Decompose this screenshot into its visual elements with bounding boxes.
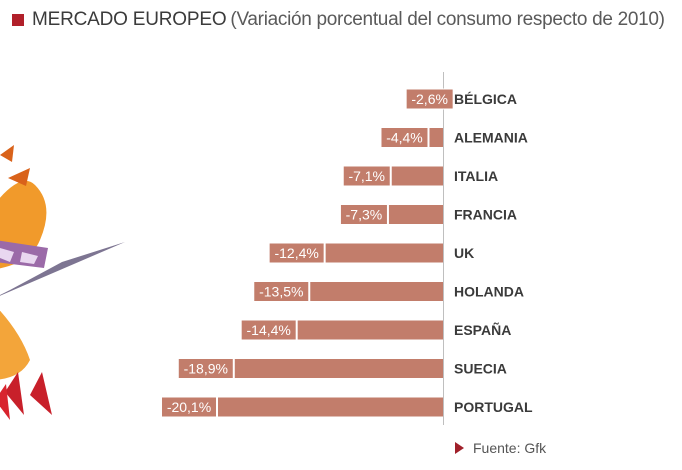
bar [162,397,443,417]
category-label: PORTUGAL [454,399,533,415]
bar-group: -13,5% HOLANDA [252,281,524,302]
chart-title: MERCADO EUROPEO [32,9,227,30]
category-label: SUECIA [454,361,507,377]
category-label: ESPAÑA [454,321,511,338]
category-label: UK [454,245,474,261]
category-label: BÉLGICA [454,91,517,107]
bar-group: -20,1% PORTUGAL [160,396,533,418]
mascot-illustration [0,145,125,420]
bar-group: -2,6% BÉLGICA [404,88,517,110]
chart-header: MERCADO EUROPEO (Variación porcentual de… [12,6,665,34]
play-arrow-icon [455,442,464,454]
bar-group: -18,9% SUECIA [176,358,507,379]
value-label: -18,9% [184,361,228,377]
bar-group: -14,4% ESPAÑA [239,319,511,341]
value-label-box [178,359,233,378]
value-label-box [340,205,387,224]
category-label: ITALIA [454,168,498,184]
title-marker [12,14,24,26]
bar-group: -7,3% FRANCIA [338,204,517,225]
value-label-box [162,397,216,417]
value-label: -20,1% [167,399,211,415]
value-label-box [241,320,296,340]
value-label-box [254,282,309,301]
value-label: -14,4% [247,322,291,338]
category-label: FRANCIA [454,207,517,223]
value-label: -7,3% [346,207,383,223]
value-label: -12,4% [274,245,318,261]
value-label: -7,1% [348,168,385,184]
source-note: Fuente: Gfk [455,440,546,456]
category-label: ALEMANIA [454,130,528,146]
bar-group: -12,4% UK [267,242,474,264]
value-label: -2,6% [411,91,448,107]
value-label-box [406,89,453,109]
category-label: HOLANDA [454,284,524,300]
source-label: Fuente: Gfk [473,440,547,456]
value-label-box [269,243,324,263]
value-label: -13,5% [259,284,303,300]
bar-group: -4,4% ALEMANIA [379,127,528,148]
value-label-box [381,128,428,147]
bar [178,359,443,378]
value-label: -4,4% [386,130,423,146]
chart-subtitle: (Variación porcentual del consumo respec… [230,9,665,30]
value-label-box [343,166,390,186]
bar-group: -7,1% ITALIA [341,165,498,187]
